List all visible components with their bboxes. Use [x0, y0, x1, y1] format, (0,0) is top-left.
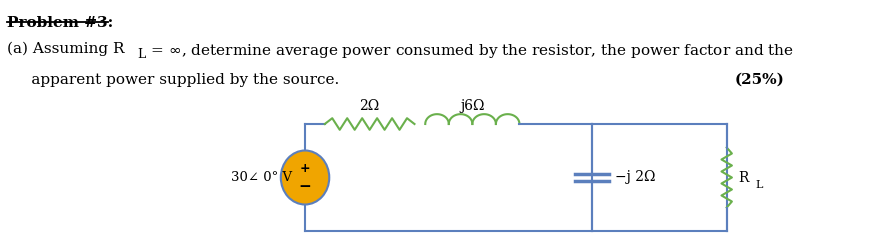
Text: 2Ω: 2Ω	[360, 99, 380, 113]
Circle shape	[280, 151, 329, 204]
Text: 30∠ 0° V: 30∠ 0° V	[231, 171, 293, 184]
Text: j6Ω: j6Ω	[460, 99, 484, 113]
Text: Problem #3:: Problem #3:	[7, 16, 114, 30]
Text: L: L	[755, 180, 763, 189]
Text: = $\infty$, determine average power consumed by the resistor, the power factor a: = $\infty$, determine average power cons…	[146, 42, 794, 60]
Text: −: −	[299, 179, 311, 194]
Text: L: L	[138, 48, 146, 62]
Text: +: +	[300, 162, 310, 175]
Text: apparent power supplied by the source.: apparent power supplied by the source.	[7, 73, 340, 87]
Text: R: R	[738, 170, 749, 184]
Text: (25%): (25%)	[734, 73, 784, 87]
Text: −j 2Ω: −j 2Ω	[616, 170, 656, 184]
Text: (a) Assuming R: (a) Assuming R	[7, 42, 124, 56]
